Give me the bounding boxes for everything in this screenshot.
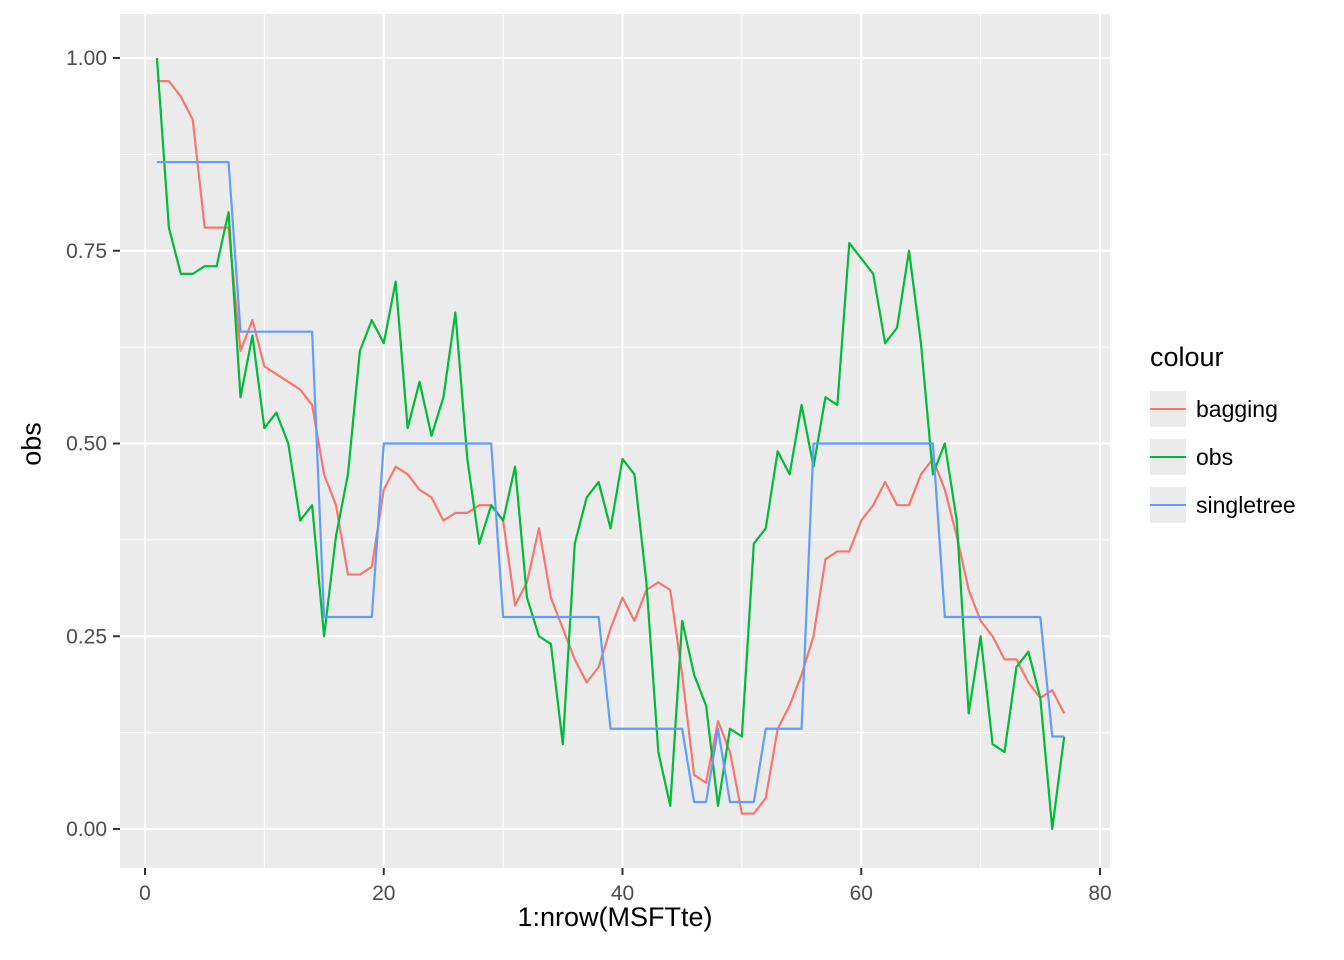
legend-item-singletree: singletree [1150, 487, 1296, 523]
series-line-singletree [156, 160, 1065, 804]
y-tick-label: 0.25 [66, 625, 107, 648]
legend-label: singletree [1196, 491, 1296, 518]
x-tick-label: 0 [139, 882, 151, 905]
legend-item-obs: obs [1150, 439, 1296, 475]
legend-line-swatch [1150, 455, 1186, 459]
x-axis-title: 1:nrow(MSFTte) [517, 902, 713, 932]
y-tick-label: 1.00 [66, 47, 107, 70]
legend-line-swatch [1150, 407, 1186, 411]
legend-key-icon [1150, 391, 1186, 427]
legend-key-icon [1150, 439, 1186, 475]
x-tick-label: 60 [850, 882, 873, 905]
legend-label: obs [1196, 443, 1234, 470]
x-tick-label: 80 [1088, 882, 1111, 905]
y-tick-label: 0.75 [66, 240, 107, 263]
legend-item-bagging: bagging [1150, 391, 1296, 427]
legend-items: bagging obs singletree [1150, 391, 1296, 523]
legend-title: colour [1150, 342, 1224, 372]
panel-background [120, 14, 1110, 868]
series-line-bagging [156, 80, 1066, 815]
x-tick-label: 20 [372, 882, 395, 905]
legend: colour bagging obs singletree [1150, 342, 1296, 535]
legend-line-swatch [1150, 503, 1186, 507]
y-tick-label: 0.50 [66, 433, 107, 456]
x-tick-label: 40 [611, 882, 634, 905]
legend-label: bagging [1196, 395, 1278, 422]
y-axis-title: obs [16, 422, 47, 466]
legend-key-icon [1150, 487, 1186, 523]
series-line-obs [155, 57, 1066, 831]
y-tick-label: 0.00 [66, 818, 107, 841]
